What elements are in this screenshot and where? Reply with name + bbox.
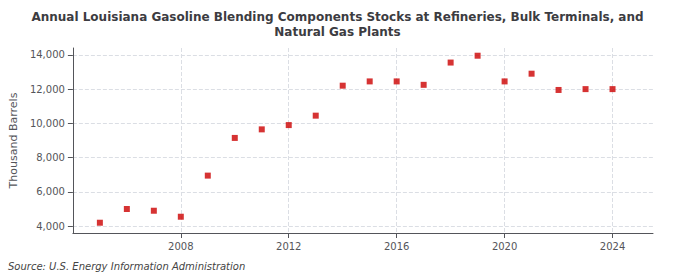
svg-text:Thousand Barrels: Thousand Barrels bbox=[7, 92, 20, 189]
svg-text:2024: 2024 bbox=[600, 241, 625, 252]
svg-text:Natural Gas Plants: Natural Gas Plants bbox=[274, 25, 400, 39]
svg-text:8,000: 8,000 bbox=[36, 152, 65, 163]
svg-text:14,000: 14,000 bbox=[30, 49, 65, 60]
svg-text:2016: 2016 bbox=[384, 241, 409, 252]
svg-text:Source: U.S. Energy Informatio: Source: U.S. Energy Information Administ… bbox=[8, 261, 245, 272]
svg-text:2008: 2008 bbox=[168, 241, 193, 252]
svg-text:6,000: 6,000 bbox=[36, 186, 65, 197]
svg-text:2020: 2020 bbox=[492, 241, 517, 252]
svg-text:12,000: 12,000 bbox=[30, 84, 65, 95]
svg-text:2012: 2012 bbox=[276, 241, 301, 252]
svg-text:4,000: 4,000 bbox=[36, 221, 65, 232]
svg-text:10,000: 10,000 bbox=[30, 118, 65, 129]
svg-text:Annual Louisiana Gasoline Blen: Annual Louisiana Gasoline Blending Compo… bbox=[31, 10, 643, 24]
